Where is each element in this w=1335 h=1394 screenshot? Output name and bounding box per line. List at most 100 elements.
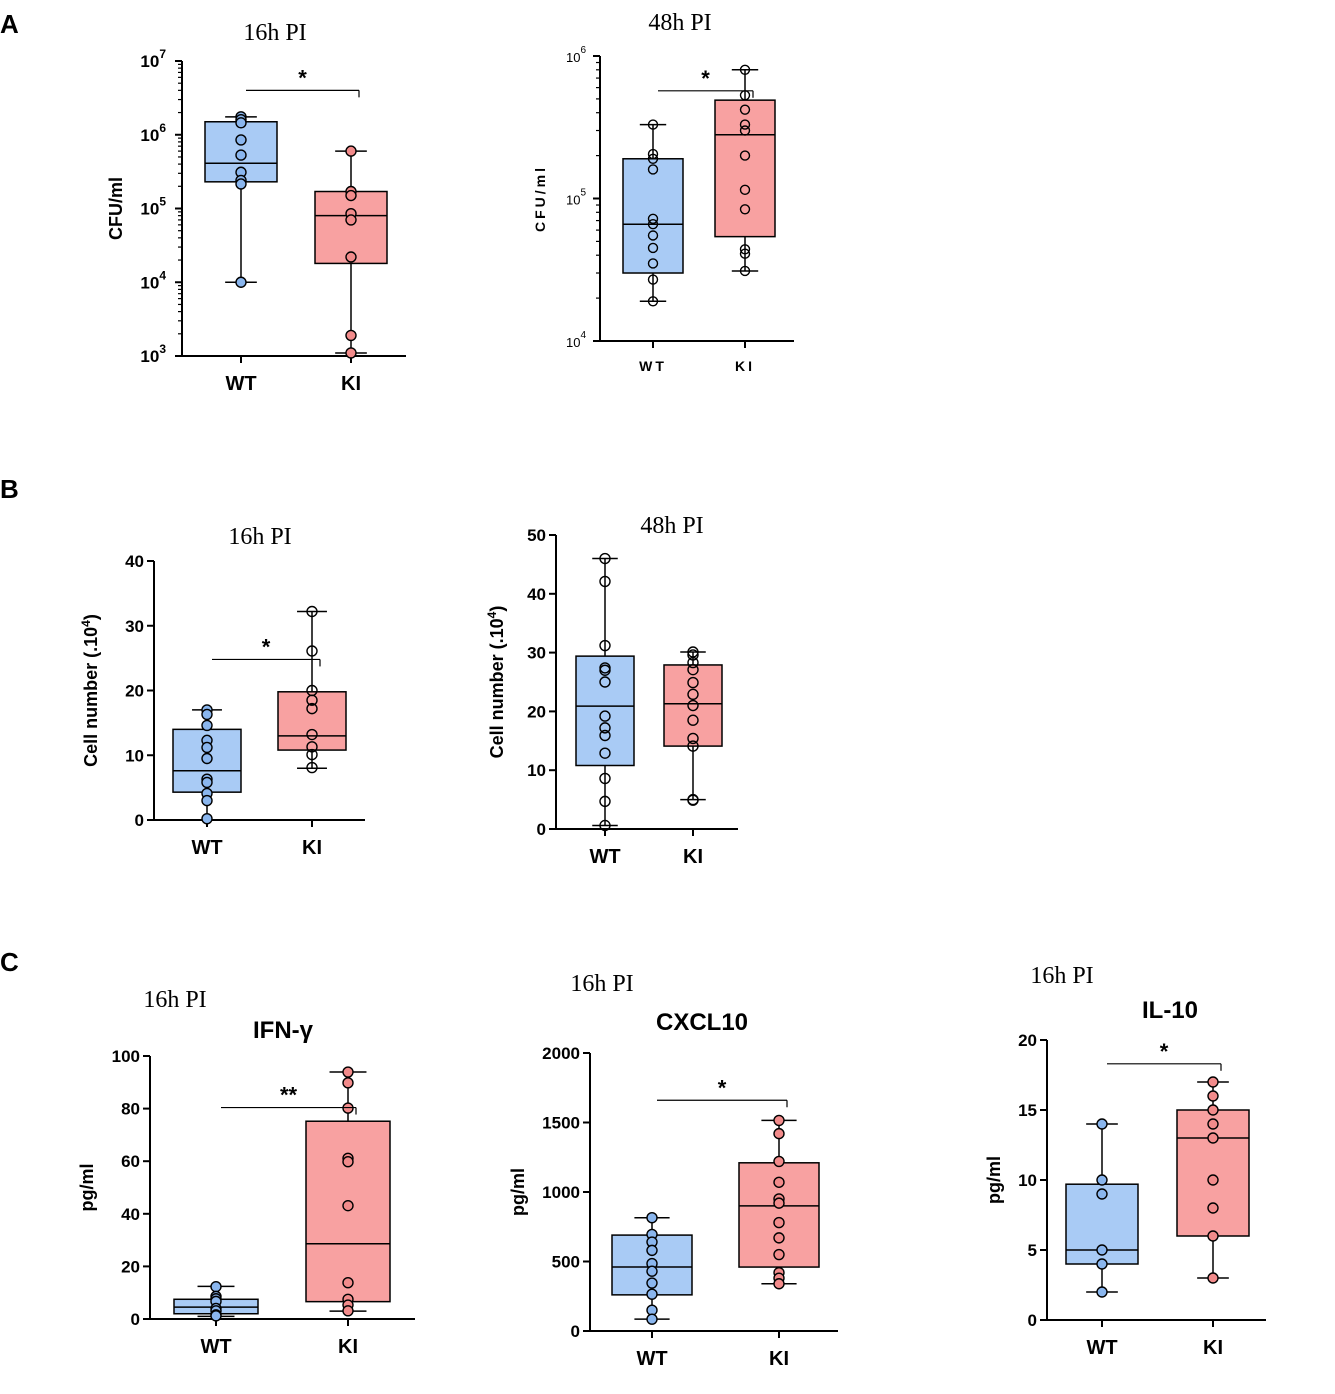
- chart-title: 16h PI: [243, 20, 306, 46]
- data-point: [739, 184, 751, 196]
- y-tick-label: 106: [566, 45, 586, 65]
- data-point: [687, 649, 699, 661]
- box-group-ki: [1176, 1076, 1250, 1284]
- box-iqr: [277, 691, 347, 751]
- y-tick-label: 106: [140, 121, 166, 145]
- data-point: [1096, 1188, 1108, 1200]
- data-point: [201, 813, 213, 825]
- data-point: [647, 242, 659, 254]
- y-tick-label: 105: [140, 195, 166, 219]
- data-point: [599, 552, 611, 565]
- chart-c2: 16h PI CXCL10 2000 1500 1000 500 0 pg/ml WT KI *: [508, 971, 838, 1370]
- box-group-ki: [738, 1114, 820, 1290]
- y-tick-label: 20: [1018, 1031, 1037, 1050]
- data-point: [235, 117, 247, 129]
- y-tick-label: 30: [527, 644, 546, 663]
- chart-c1: 16h PI IFN-γ 100 80 60 40 20 0 pg/ml WT KI **: [77, 987, 415, 1358]
- box-group-wt: [575, 552, 635, 832]
- data-point: [646, 1288, 658, 1300]
- data-point: [1207, 1272, 1219, 1284]
- data-point: [773, 1127, 785, 1140]
- chart-a1: 16h PI 107 106 105 104 103 CFU/ml WT KI *: [106, 20, 406, 395]
- y-tick-label: 103: [140, 342, 166, 366]
- chart-b1: 16h PI 40 30 20 10 0 Cell number (.104) WT KI *: [79, 524, 365, 859]
- data-point: [306, 741, 318, 753]
- data-point: [599, 664, 611, 676]
- data-point: [773, 1278, 785, 1290]
- data-point: [687, 714, 699, 726]
- y-tick-label: 1000: [542, 1183, 580, 1202]
- data-point: [1207, 1174, 1219, 1186]
- x-tick-label-ki: KI: [769, 1348, 789, 1370]
- chart-a2: 48h PI 106 105 104 CFU/ml WT KI *: [532, 10, 794, 374]
- significance-label: *: [718, 1075, 727, 1100]
- data-point: [210, 1280, 222, 1293]
- data-point: [599, 747, 611, 759]
- box-group-ki: [314, 145, 388, 359]
- y-axis-label: Cell number (.104): [79, 614, 101, 767]
- panel-label-c: C: [0, 947, 19, 977]
- data-point: [201, 708, 213, 721]
- significance-label: **: [280, 1083, 298, 1108]
- y-axis-label: Cell number (.104): [485, 606, 507, 759]
- data-point: [306, 761, 318, 774]
- y-tick-label: 0: [131, 1310, 140, 1329]
- y-tick-label: 10: [527, 761, 546, 780]
- data-point: [342, 1277, 354, 1289]
- data-point: [1207, 1230, 1219, 1242]
- data-point: [647, 230, 659, 241]
- y-tick-label: 105: [566, 188, 586, 208]
- box-iqr: [1176, 1109, 1250, 1237]
- data-point: [739, 244, 751, 255]
- y-tick-label: 104: [566, 330, 586, 350]
- box-group-wt: [172, 704, 242, 825]
- y-tick-label: 40: [527, 585, 546, 604]
- data-point: [235, 178, 247, 190]
- y-tick-label: 500: [552, 1253, 580, 1272]
- data-point: [647, 148, 659, 160]
- data-point: [773, 1176, 785, 1188]
- significance-label: *: [298, 65, 307, 90]
- data-point: [773, 1232, 785, 1244]
- y-tick-label: 40: [121, 1205, 140, 1224]
- chart-title: 48h PI: [648, 10, 711, 36]
- data-point: [342, 1077, 354, 1089]
- data-point: [687, 676, 699, 689]
- y-axis-label: CFU/ml: [106, 177, 126, 240]
- x-tick-label-wt: WT: [191, 837, 222, 859]
- chart-title: 16h PI: [228, 524, 291, 550]
- data-point: [235, 134, 247, 146]
- y-tick-label: 15: [1018, 1101, 1037, 1120]
- data-point: [1207, 1090, 1219, 1102]
- data-point: [1207, 1076, 1219, 1088]
- y-axis-label: CFU/ml: [532, 165, 548, 232]
- x-tick-label-wt: WT: [225, 373, 256, 395]
- data-point: [345, 329, 357, 342]
- data-point: [647, 258, 659, 269]
- chart-subtitle: IFN-γ: [253, 1017, 314, 1044]
- data-point: [687, 794, 699, 806]
- y-tick-label: 20: [527, 702, 546, 721]
- data-point: [210, 1310, 222, 1322]
- data-point: [687, 740, 699, 752]
- data-point: [599, 710, 611, 722]
- box-group-ki: [663, 646, 723, 806]
- data-point: [201, 741, 213, 754]
- x-tick-label-ki: KI: [683, 846, 703, 868]
- chart-title: 16h PI: [143, 987, 206, 1013]
- data-point: [646, 1313, 658, 1325]
- data-point: [342, 1305, 354, 1317]
- y-tick-label: 5: [1028, 1241, 1037, 1260]
- data-point: [739, 119, 751, 130]
- data-point: [739, 64, 751, 76]
- y-tick-label: 0: [537, 820, 546, 839]
- data-point: [739, 104, 751, 115]
- data-point: [646, 1265, 658, 1277]
- y-tick-label: 0: [135, 811, 144, 830]
- data-point: [1207, 1104, 1219, 1116]
- y-tick-label: 40: [125, 552, 144, 571]
- y-tick-label: 2000: [542, 1044, 580, 1063]
- data-point: [599, 795, 611, 808]
- x-tick-label-wt: WT: [636, 1348, 667, 1370]
- y-axis-label: pg/ml: [508, 1168, 528, 1216]
